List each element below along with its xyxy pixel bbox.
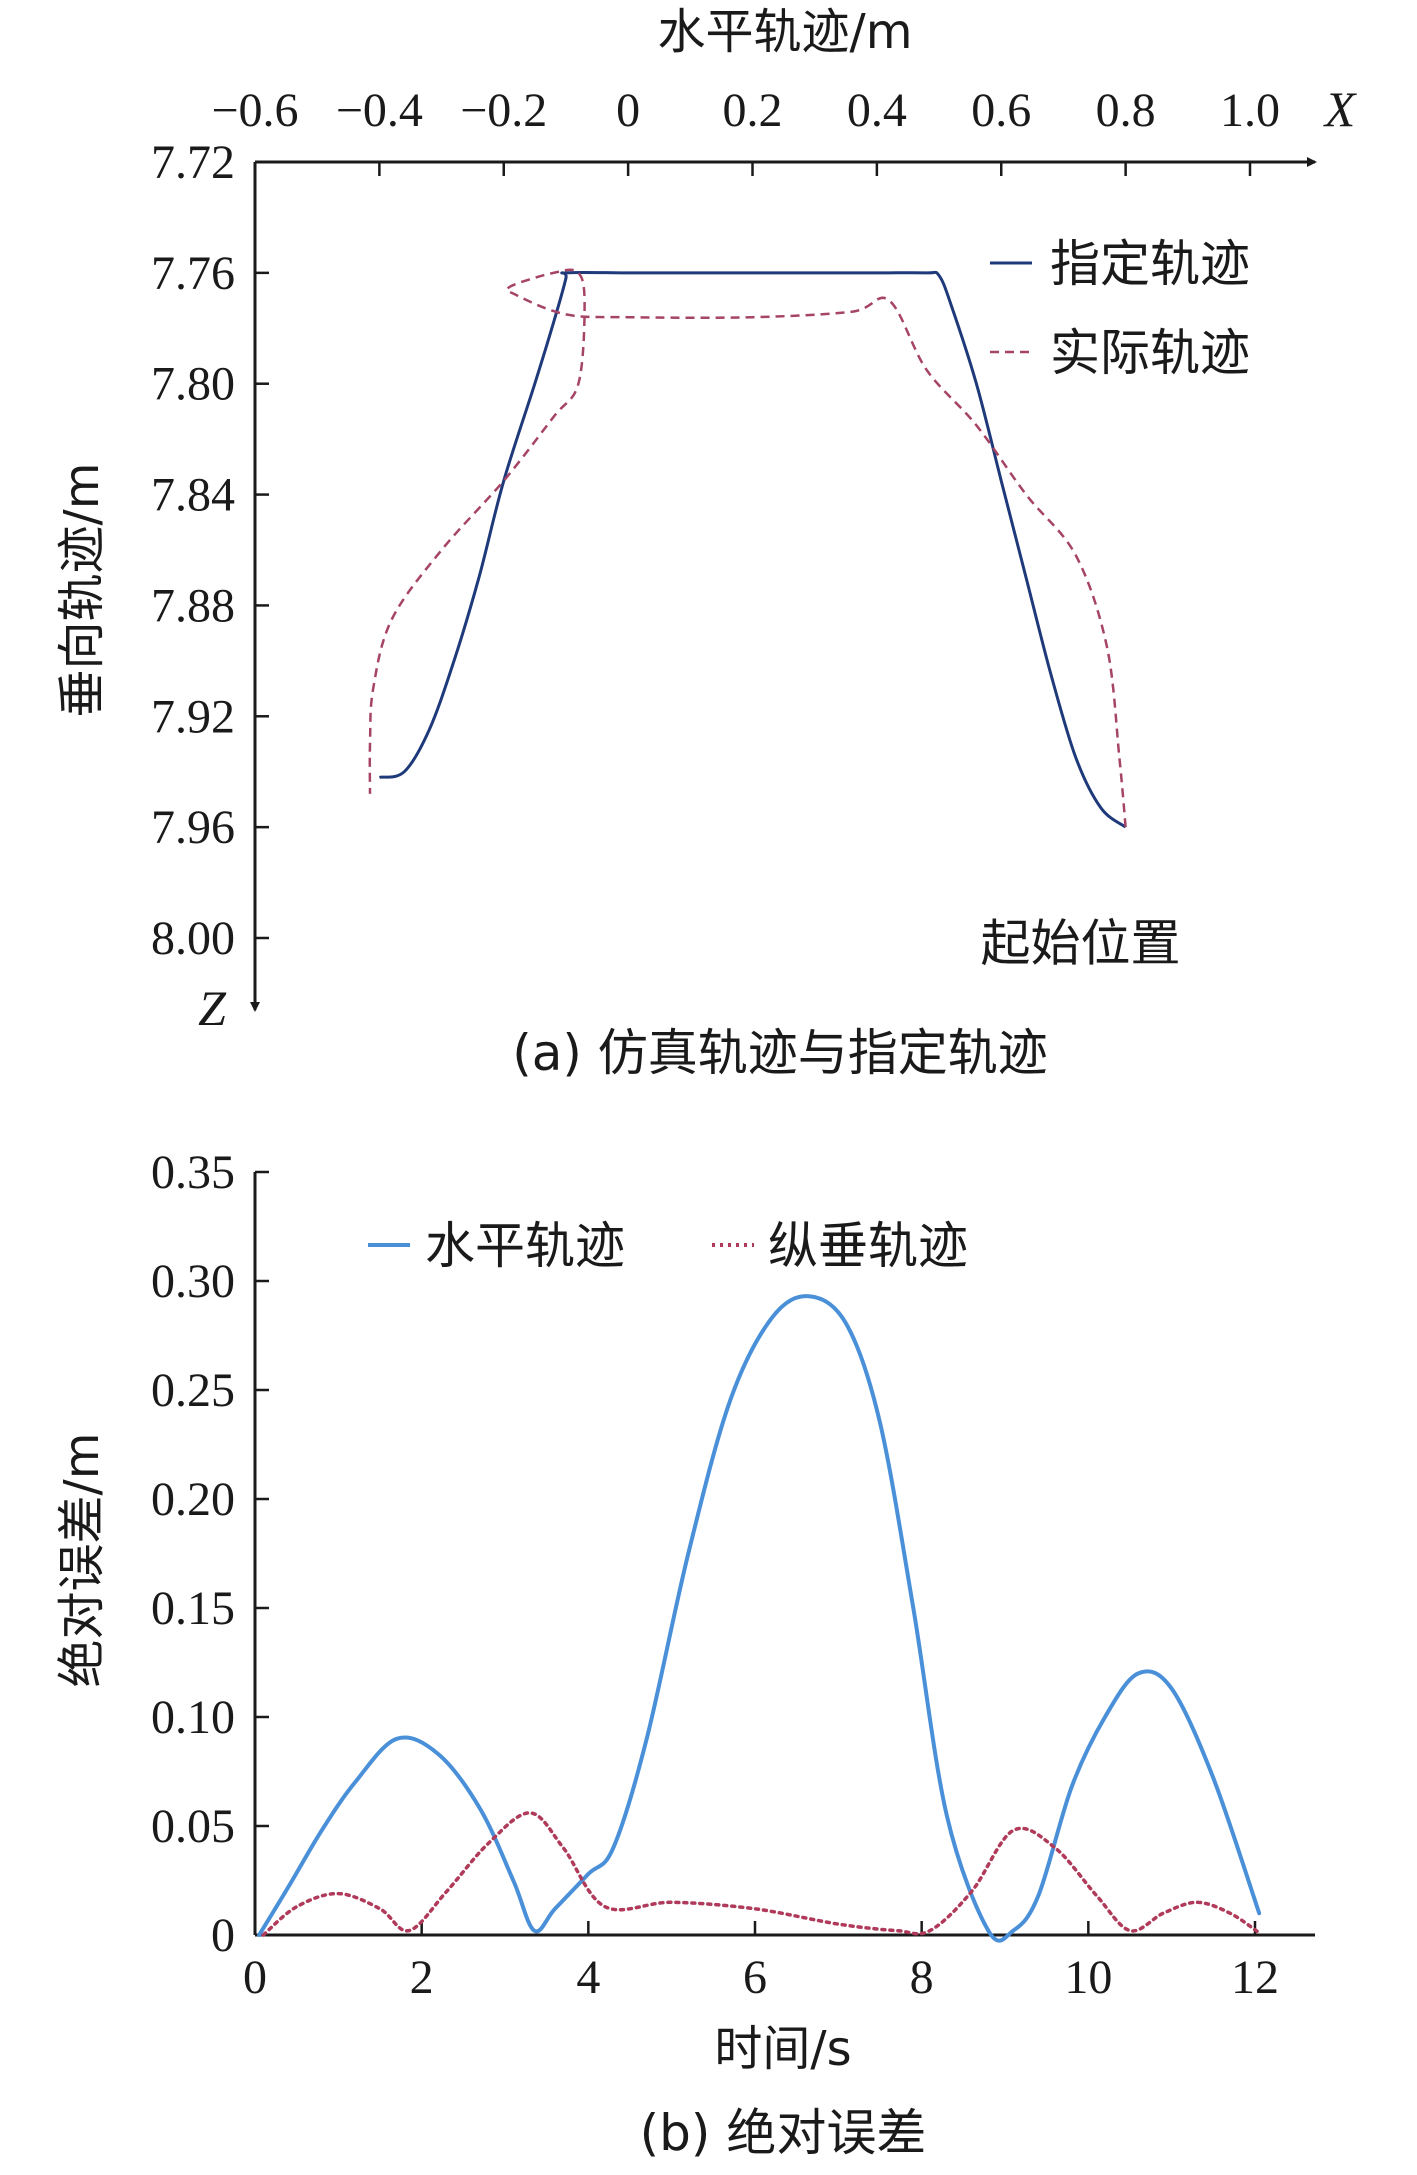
- trajectory-x-tick-label: 1.0: [1220, 84, 1280, 137]
- trajectory-x-tick-label: −0.6: [211, 84, 298, 137]
- error-y-tick-label: 0: [211, 1909, 235, 1962]
- error-caption: (b) 绝对误差: [640, 2104, 927, 2162]
- error-y-tick-label: 0.20: [151, 1473, 235, 1526]
- trajectory-caption: (a) 仿真轨迹与指定轨迹: [512, 1024, 1048, 1082]
- trajectory-y-tick-label: 7.72: [151, 136, 235, 189]
- trajectory-x-axis-letter: X: [1323, 81, 1358, 137]
- error-x-tick-label: 12: [1231, 1951, 1279, 2004]
- error-series: [257, 1294, 1262, 1943]
- trajectory-y-tick-label: 8.00: [151, 912, 235, 965]
- error-y-tick-label: 0.15: [151, 1582, 235, 1635]
- planned-trajectory-line: [379, 270, 1127, 829]
- legend-label-horizontal: 水平轨迹: [425, 1217, 625, 1275]
- trajectory-chart: −0.6 −0.4 −0.2 0 0.2 0.4 0.6 0.8 1.0 7.72 7.76 7.8…: [54, 4, 1358, 1082]
- horizontal-error-line: [257, 1294, 1262, 1943]
- trajectory-y-tick-label: 7.80: [151, 358, 235, 411]
- trajectory-x-tick-label: −0.2: [460, 84, 547, 137]
- legend-label-actual: 实际轨迹: [1050, 324, 1250, 382]
- error-x-tick-label: 2: [410, 1951, 434, 2004]
- error-x-tick-label: 10: [1064, 1951, 1112, 2004]
- legend-label-vertical: 纵垂轨迹: [768, 1217, 968, 1275]
- trajectory-axes: [250, 157, 1317, 1012]
- trajectory-y-tick-label: 7.76: [151, 247, 235, 300]
- trajectory-x-axis-title: 水平轨迹/m: [658, 4, 913, 60]
- trajectory-series: [368, 268, 1127, 829]
- trajectory-y-ticks: 7.72 7.76 7.80 7.84 7.88 7.92 7.96 8.00: [151, 136, 269, 965]
- trajectory-x-tick-label: −0.4: [336, 84, 423, 137]
- error-y-tick-label: 0.25: [151, 1364, 235, 1417]
- error-y-tick-label: 0.35: [151, 1146, 235, 1199]
- error-y-tick-label: 0.10: [151, 1691, 235, 1744]
- legend-label-planned: 指定轨迹: [1050, 235, 1250, 293]
- trajectory-x-tick-label: 0.4: [847, 84, 907, 137]
- error-x-tick-label: 4: [576, 1951, 600, 2004]
- error-x-tick-label: 8: [910, 1951, 934, 2004]
- trajectory-x-ticks: −0.6 −0.4 −0.2 0 0.2 0.4 0.6 0.8 1.0: [211, 84, 1280, 176]
- error-x-ticks: 0 2 4 6 8 10 12: [243, 1921, 1279, 2004]
- trajectory-y-tick-label: 7.88: [151, 579, 235, 632]
- trajectory-y-tick-label: 7.92: [151, 690, 235, 743]
- trajectory-x-tick-label: 0.6: [971, 84, 1031, 137]
- trajectory-y-axis-title: 垂向轨迹/m: [54, 463, 110, 718]
- error-chart: 0 2 4 6 8 10 12 00.050.100.150.200.250.300.35 …: [54, 1146, 1315, 2162]
- trajectory-x-tick-label: 0.8: [1096, 84, 1156, 137]
- error-x-axis-title: 时间/s: [714, 2021, 851, 2077]
- actual-trajectory-line: [368, 268, 1127, 828]
- error-x-tick-label: 0: [243, 1951, 267, 2004]
- trajectory-x-tick-label: 0: [616, 84, 640, 137]
- trajectory-legend: 指定轨迹 实际轨迹: [990, 235, 1250, 382]
- trajectory-y-tick-label: 7.84: [151, 469, 235, 522]
- error-axes: [253, 1172, 1315, 1937]
- start-position-annotation: 起始位置: [981, 915, 1181, 973]
- trajectory-y-tick-label: 7.96: [151, 801, 235, 854]
- error-y-axis-title: 绝对误差/m: [54, 1433, 110, 1688]
- trajectory-x-tick-label: 0.2: [723, 84, 783, 137]
- vertical-error-line: [261, 1811, 1261, 1937]
- error-y-tick-label: 0.05: [151, 1800, 235, 1853]
- error-x-tick-label: 6: [743, 1951, 767, 2004]
- trajectory-y-axis-letter: Z: [198, 980, 227, 1036]
- error-y-ticks: 0 0.05 0.10 0.15 0.20 0.25 0.30 0.35: [151, 1146, 269, 1962]
- error-legend: 水平轨迹 纵垂轨迹: [368, 1217, 968, 1275]
- error-y-tick-label: 0.30: [151, 1255, 235, 1308]
